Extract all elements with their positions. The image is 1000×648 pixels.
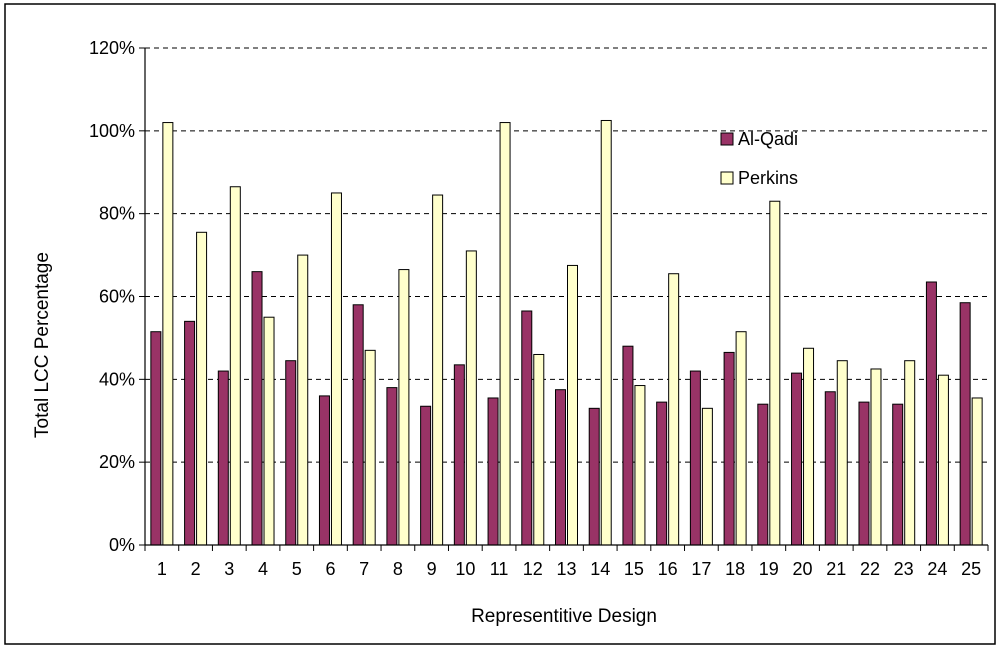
bar-al-qadi-19 <box>757 403 769 546</box>
x-tick-label: 15 <box>624 559 644 579</box>
bar-perkins-12 <box>533 353 545 546</box>
bar-perkins-6 <box>330 192 342 546</box>
bar-al-qadi-16 <box>656 401 668 546</box>
bar-perkins-19 <box>769 200 781 546</box>
bar-al-qadi-6 <box>318 395 330 546</box>
bar-al-qadi-9 <box>420 405 432 546</box>
y-tick-label: 100% <box>89 121 135 141</box>
x-tick-label: 1 <box>157 559 167 579</box>
bar-al-qadi-5 <box>285 360 297 546</box>
x-tick-label: 12 <box>523 559 543 579</box>
bar-perkins-20 <box>803 347 815 546</box>
bar-perkins-5 <box>297 254 309 546</box>
legend: Al-Qadi Perkins <box>720 129 798 188</box>
bar-al-qadi-4 <box>251 271 263 546</box>
y-axis-title: Total LCC Percentage <box>32 252 53 438</box>
x-tick-label: 8 <box>393 559 403 579</box>
bar-perkins-24 <box>937 374 949 546</box>
x-tick-label: 7 <box>359 559 369 579</box>
bar-al-qadi-1 <box>150 331 162 546</box>
bar-perkins-7 <box>364 349 376 546</box>
bar-al-qadi-12 <box>521 310 533 546</box>
x-tick-label: 25 <box>961 559 981 579</box>
x-tick-label: 10 <box>455 559 475 579</box>
x-tick-label: 22 <box>860 559 880 579</box>
legend-swatch-al-qadi <box>720 132 734 146</box>
bar-perkins-8 <box>398 269 410 546</box>
bar-al-qadi-14 <box>588 407 600 546</box>
x-tick-label: 11 <box>490 559 509 579</box>
bar-perkins-23 <box>904 360 916 546</box>
y-tick-label: 60% <box>99 287 135 307</box>
tick-labels: 0%20%40%60%80%100%120%1 2 3 4 5 6 7 8 9 10 11 12 13 1… <box>89 38 989 579</box>
y-tick-label: 20% <box>99 452 135 472</box>
bar-al-qadi-3 <box>217 370 229 546</box>
x-tick-label: 5 <box>292 559 302 579</box>
x-tick-label: 23 <box>894 559 914 579</box>
y-tick-label: 120% <box>89 38 135 58</box>
bar-perkins-4 <box>263 316 275 546</box>
bar-perkins-11 <box>499 122 511 546</box>
bar-al-qadi-23 <box>892 403 904 546</box>
bar-perkins-15 <box>634 385 646 546</box>
bar-al-qadi-20 <box>791 372 803 546</box>
y-tick-label: 40% <box>99 369 135 389</box>
x-tick-label: 24 <box>927 559 947 579</box>
x-tick-label: 21 <box>826 559 846 579</box>
x-tick-label: 18 <box>725 559 745 579</box>
x-tick-label: 16 <box>658 559 678 579</box>
bar-al-qadi-2 <box>184 320 196 546</box>
bar-perkins-10 <box>465 250 477 546</box>
bar-al-qadi-22 <box>858 401 870 546</box>
bar-al-qadi-13 <box>555 389 566 546</box>
x-tick-label: 19 <box>759 559 779 579</box>
bar-perkins-13 <box>567 264 578 546</box>
x-axis-title: Representitive Design <box>471 606 657 627</box>
x-tick-label: 3 <box>224 559 234 579</box>
x-tick-label: 14 <box>590 559 610 579</box>
x-tick-label: 17 <box>691 559 711 579</box>
x-tick-label: 4 <box>258 559 268 579</box>
legend-label-al-qadi: Al-Qadi <box>738 129 798 149</box>
bar-perkins-22 <box>870 368 882 546</box>
y-tick-label: 80% <box>99 204 135 224</box>
bar-perkins-21 <box>836 360 848 546</box>
bar-perkins-17 <box>701 407 713 546</box>
bar-perkins-18 <box>735 331 747 546</box>
bar-perkins-14 <box>600 119 612 546</box>
bar-perkins-1 <box>162 122 174 546</box>
bar-al-qadi-21 <box>824 391 836 546</box>
bar-al-qadi-18 <box>723 351 735 546</box>
bar-al-qadi-8 <box>386 387 398 546</box>
bar-al-qadi-24 <box>925 281 937 546</box>
bar-perkins-2 <box>196 231 208 546</box>
bar-al-qadi-11 <box>487 397 499 546</box>
legend-label-perkins: Perkins <box>738 168 798 188</box>
legend-swatch-perkins <box>720 171 734 185</box>
bar-al-qadi-7 <box>352 304 364 546</box>
bar-perkins-16 <box>668 273 680 546</box>
x-tick-label: 13 <box>556 559 576 579</box>
bar-perkins-3 <box>229 186 241 546</box>
bar-al-qadi-15 <box>622 345 634 546</box>
bar-perkins-9 <box>432 194 444 546</box>
bar-al-qadi-17 <box>689 370 701 546</box>
x-tick-label: 6 <box>325 559 335 579</box>
x-tick-label: 9 <box>427 559 437 579</box>
bar-al-qadi-10 <box>453 364 465 546</box>
x-tick-label: 2 <box>191 559 201 579</box>
bar-perkins-25 <box>971 397 983 546</box>
y-tick-label: 0% <box>109 535 135 555</box>
x-tick-label: 20 <box>793 559 813 579</box>
bar-al-qadi-25 <box>959 302 971 546</box>
